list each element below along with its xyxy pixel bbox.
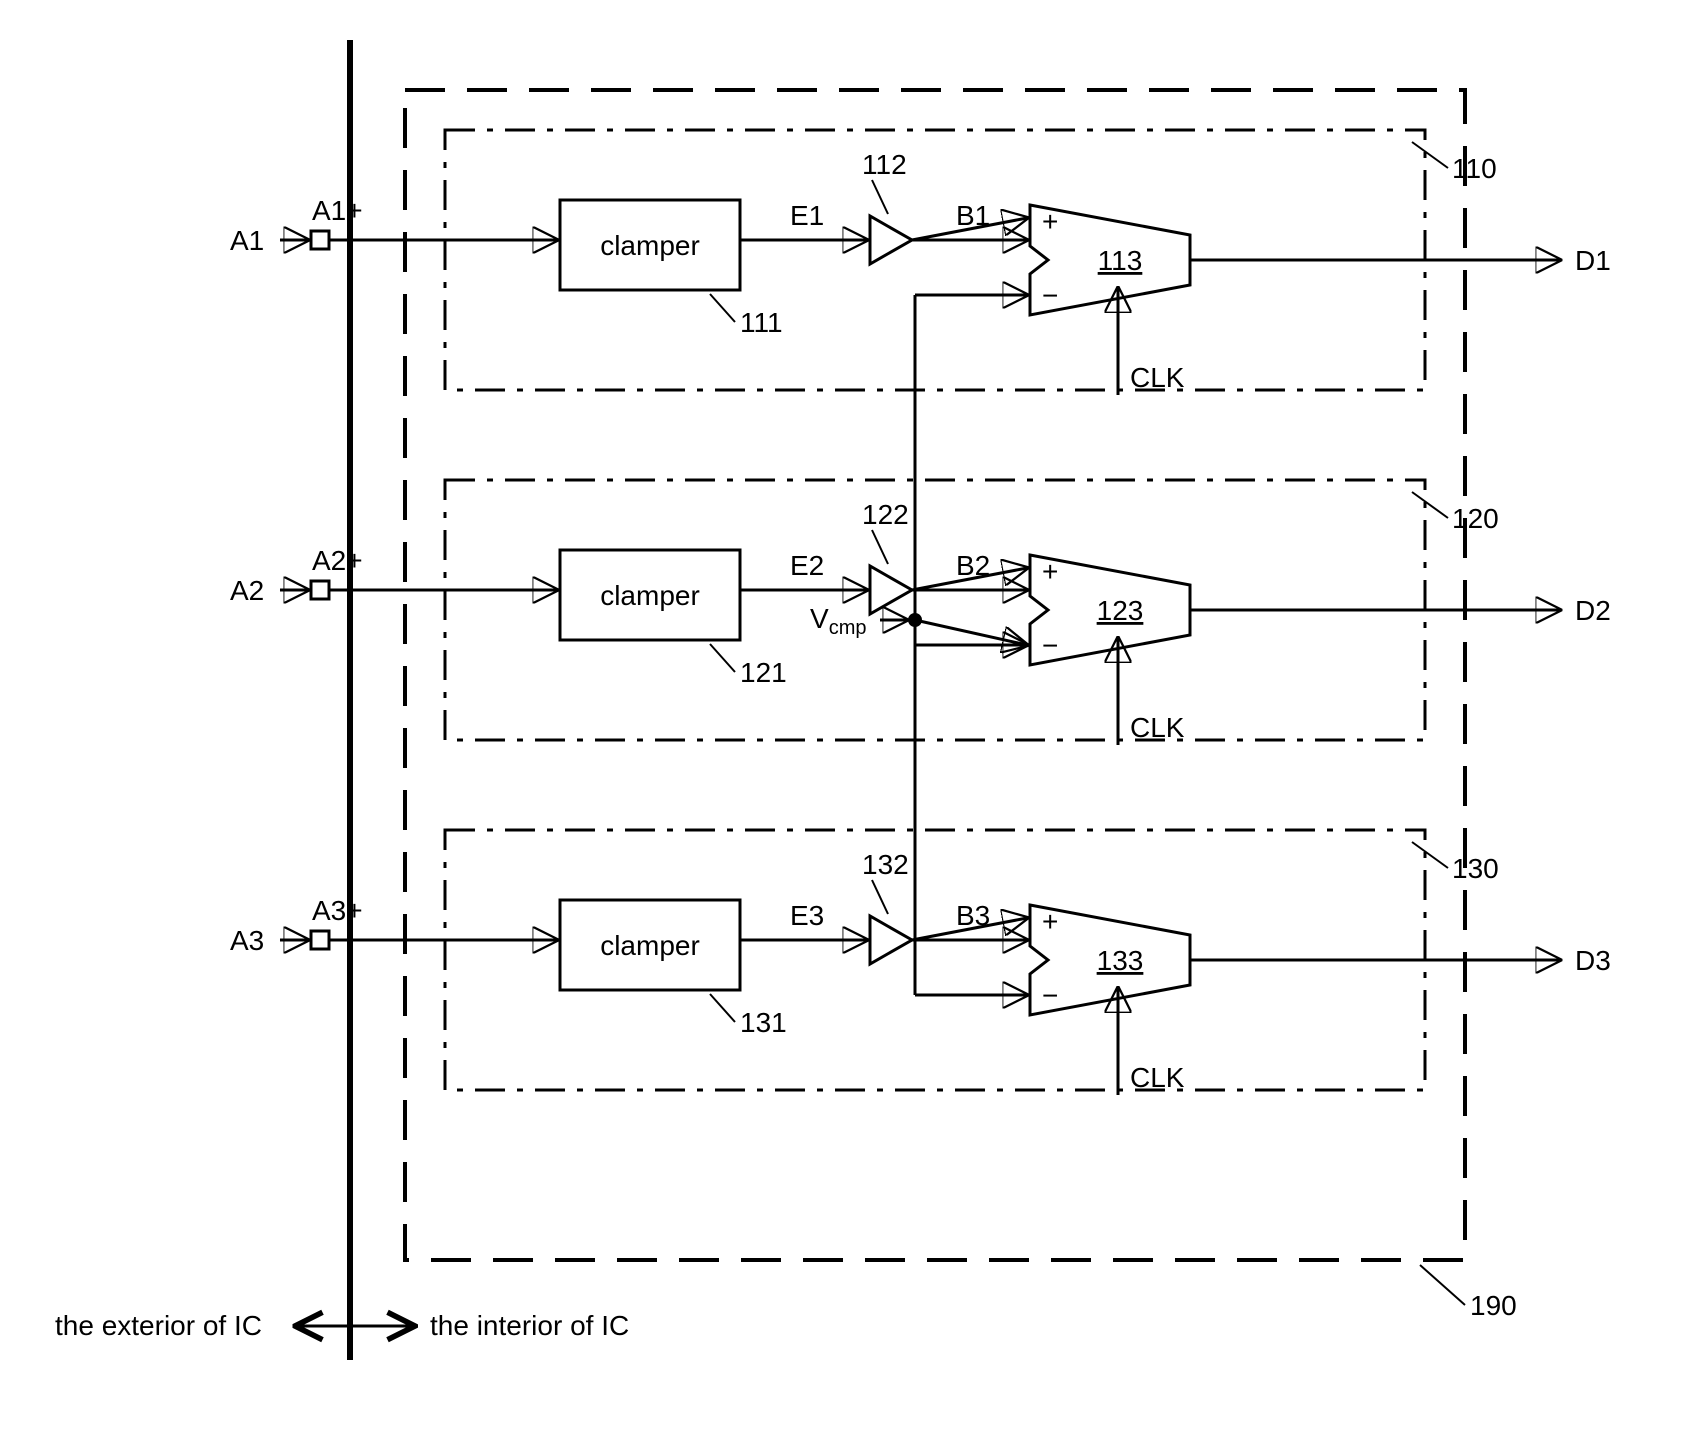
out-D3: D3 (1575, 945, 1611, 976)
sig-E3: E3 (790, 900, 824, 931)
svg-text:+: + (1042, 206, 1058, 237)
clamper-label-2: clamper (600, 580, 700, 611)
pad-label-A3: A3+ (312, 895, 363, 926)
ref-112: 112 (862, 149, 907, 180)
svg-text:−: − (1042, 280, 1058, 311)
clamper-label-1: clamper (600, 230, 700, 261)
sig-B2: B2 (956, 550, 990, 581)
ref-131: 131 (740, 1007, 787, 1038)
svg-text:+: + (1042, 906, 1058, 937)
ref-130: 130 (1452, 853, 1499, 884)
ref-120: 120 (1452, 503, 1499, 534)
outer-block (405, 90, 1465, 1260)
sig-B1: B1 (956, 200, 990, 231)
clk-1: CLK (1130, 362, 1185, 393)
ref-121: 121 (740, 657, 787, 688)
sig-E2: E2 (790, 550, 824, 581)
input-A2: A2 (230, 575, 264, 606)
ref-133: 133 (1097, 945, 1144, 976)
input-A3: A3 (230, 925, 264, 956)
out-D2: D2 (1575, 595, 1611, 626)
label-exterior: the exterior of IC (55, 1310, 262, 1341)
clk-2: CLK (1130, 712, 1185, 743)
svg-text:−: − (1042, 630, 1058, 661)
ref-190: 190 (1470, 1290, 1517, 1321)
svg-text:−: − (1042, 980, 1058, 1011)
clk-3: CLK (1130, 1062, 1185, 1093)
ref-132: 132 (862, 849, 909, 880)
pad-label-A1: A1+ (312, 195, 363, 226)
ref-110: 110 (1452, 153, 1497, 184)
pad-A2 (311, 581, 329, 599)
ref-113: 113 (1098, 245, 1143, 276)
sig-B3: B3 (956, 900, 990, 931)
sig-E1: E1 (790, 200, 824, 231)
ref-111: 111 (740, 307, 783, 338)
svg-text:+: + (1042, 556, 1058, 587)
pad-A1 (311, 231, 329, 249)
out-D1: D1 (1575, 245, 1611, 276)
ref-123: 123 (1097, 595, 1144, 626)
buffer-3 (870, 916, 912, 964)
pad-A3 (311, 931, 329, 949)
buffer-1 (870, 216, 912, 264)
buffer-2 (870, 566, 912, 614)
clamper-label-3: clamper (600, 930, 700, 961)
input-A1: A1 (230, 225, 264, 256)
vcmp-label: Vcmp (810, 603, 866, 639)
ref-122: 122 (862, 499, 909, 530)
pad-label-A2: A2+ (312, 545, 363, 576)
label-interior: the interior of IC (430, 1310, 629, 1341)
